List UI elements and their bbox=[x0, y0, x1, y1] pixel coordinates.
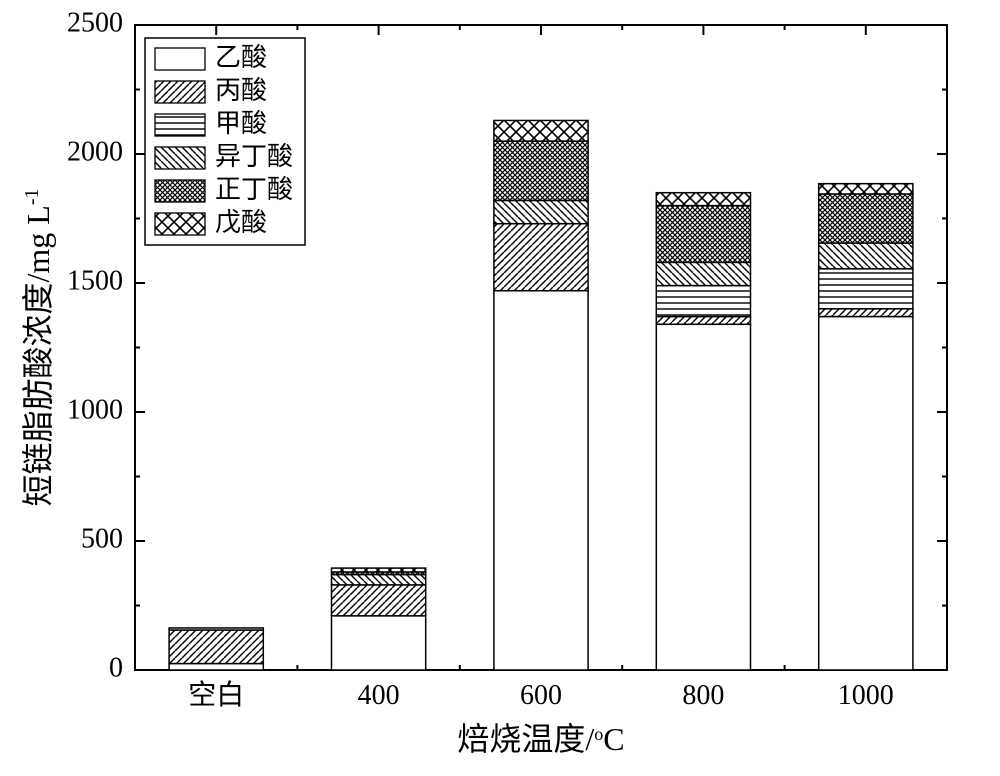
legend-swatch bbox=[155, 114, 205, 136]
y-tick-label: 2500 bbox=[67, 7, 123, 38]
bar-segment bbox=[656, 193, 750, 206]
legend-label: 乙酸 bbox=[215, 43, 267, 72]
x-tick-label: 空白 bbox=[188, 679, 244, 711]
legend-swatch bbox=[155, 180, 205, 202]
bar-segment bbox=[494, 224, 588, 291]
y-tick-label: 1000 bbox=[67, 394, 123, 425]
legend-swatch bbox=[155, 81, 205, 103]
bar-segment bbox=[494, 200, 588, 223]
bar-segment bbox=[332, 575, 426, 585]
legend-label: 异丁酸 bbox=[215, 142, 293, 171]
bar-segment bbox=[819, 243, 913, 269]
x-tick-label: 1000 bbox=[838, 680, 894, 711]
bar-segment bbox=[332, 616, 426, 670]
chart-container: 0 500 1000 1500 2000 2500 空白 400 600 800 1000 短链脂肪酸… bbox=[0, 0, 1000, 776]
bar-segment bbox=[332, 585, 426, 616]
bar-segment bbox=[656, 324, 750, 670]
x-tick-label: 400 bbox=[358, 680, 400, 711]
legend-swatch bbox=[155, 48, 205, 70]
y-tick-label: 500 bbox=[81, 523, 123, 554]
x-tick-label: 600 bbox=[520, 680, 562, 711]
bar-segment bbox=[819, 194, 913, 243]
legend-label: 戊酸 bbox=[215, 208, 267, 237]
x-axis-label: 焙烧温度/oC bbox=[457, 721, 624, 757]
bar-segment bbox=[494, 120, 588, 141]
y-tick-label: 2000 bbox=[67, 136, 123, 167]
legend-label: 甲酸 bbox=[215, 109, 267, 138]
bar-segment bbox=[332, 568, 426, 572]
legend-label: 丙酸 bbox=[215, 76, 267, 105]
bar-segment bbox=[169, 664, 263, 670]
bar-segment bbox=[656, 262, 750, 285]
bar-segment bbox=[819, 184, 913, 194]
bar-segment bbox=[494, 291, 588, 670]
legend-label: 正丁酸 bbox=[215, 175, 293, 204]
legend-swatch bbox=[155, 147, 205, 169]
bar-segment bbox=[819, 269, 913, 309]
legend-swatch bbox=[155, 213, 205, 235]
bar-segment bbox=[169, 630, 263, 664]
y-axis-label: 短链脂肪酸浓度/mg L-1 bbox=[20, 188, 56, 506]
y-tick-label: 1500 bbox=[67, 265, 123, 296]
x-tick-label: 800 bbox=[682, 680, 724, 711]
bar-segment bbox=[656, 286, 750, 317]
bar-segment bbox=[169, 628, 263, 630]
bar-segment bbox=[819, 317, 913, 670]
bar-segment bbox=[819, 309, 913, 317]
bar-segment bbox=[494, 141, 588, 200]
stacked-bar-chart: 0 500 1000 1500 2000 2500 空白 400 600 800 1000 短链脂肪酸… bbox=[0, 0, 1000, 776]
bar-segment bbox=[656, 317, 750, 325]
bar-segment bbox=[656, 206, 750, 263]
y-tick-label: 0 bbox=[109, 652, 123, 683]
